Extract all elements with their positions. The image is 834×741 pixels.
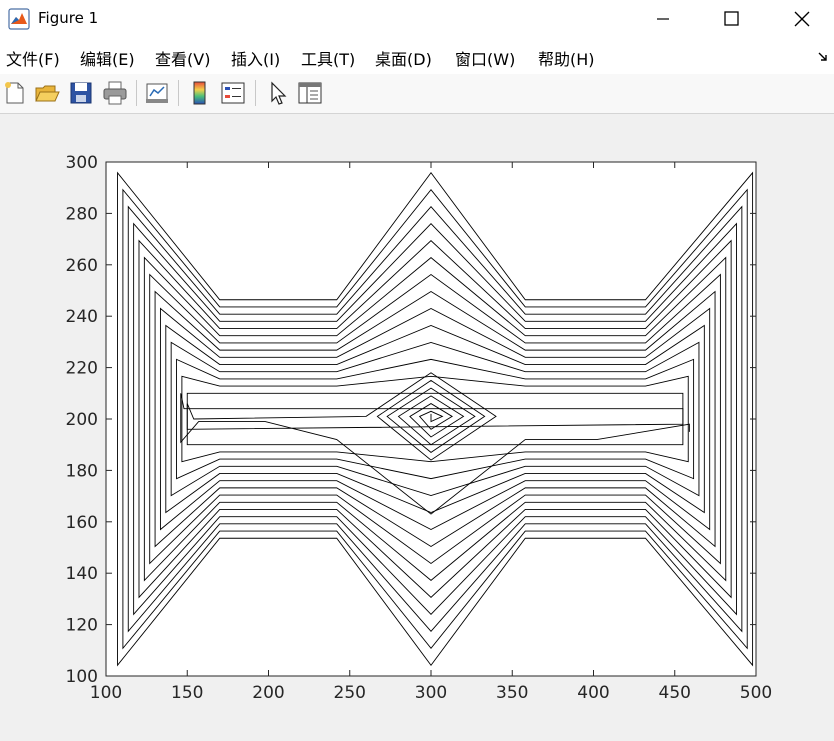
colorbar-icon[interactable]	[186, 79, 214, 107]
ring-line	[165, 324, 705, 514]
y-tick-label: 200	[66, 410, 98, 430]
window-title: Figure 1	[38, 9, 99, 27]
y-tick-label: 120	[66, 616, 98, 636]
ring-line	[127, 205, 743, 633]
y-tick-label: 260	[66, 256, 98, 276]
ring-line	[176, 358, 695, 480]
x-tick-label: 500	[740, 683, 772, 703]
toolbar-separator	[136, 80, 137, 106]
ring-line	[149, 273, 721, 565]
x-tick-label: 250	[334, 683, 366, 703]
toolbar	[0, 74, 834, 114]
toolbar-separator	[255, 80, 256, 106]
ring-line	[117, 171, 754, 667]
close-button[interactable]	[778, 0, 824, 38]
x-tick-label: 450	[659, 683, 691, 703]
menu-view[interactable]: 查看(V)	[155, 50, 211, 69]
series-line	[180, 372, 690, 515]
y-tick-label: 240	[66, 307, 98, 327]
y-tick-label: 100	[66, 667, 98, 687]
y-tick-label: 140	[66, 564, 98, 584]
ring-line	[138, 239, 732, 599]
ring-line	[159, 307, 711, 531]
ring-line	[143, 256, 727, 582]
x-tick-label: 150	[171, 683, 203, 703]
y-tick-label: 300	[66, 153, 98, 173]
toolbar-separator	[178, 80, 179, 106]
menu-desktop[interactable]: 桌面(D)	[375, 50, 432, 69]
legend-icon[interactable]	[219, 79, 247, 107]
menu-window[interactable]: 窗口(W)	[455, 50, 516, 69]
line-plot: 100 150 200 250 300 350 400 450 500 100 120 140 160 1…	[66, 153, 773, 703]
x-tick-label: 100	[90, 683, 122, 703]
menu-dock-arrow-icon[interactable]	[816, 50, 830, 64]
ring-line	[122, 188, 748, 650]
menu-tools[interactable]: 工具(T)	[301, 50, 356, 69]
menu-insert[interactable]: 插入(I)	[231, 50, 281, 69]
ring-line	[186, 392, 684, 446]
ring-line	[170, 341, 700, 497]
y-tick-label: 180	[66, 461, 98, 481]
menu-help[interactable]: 帮助(H)	[538, 50, 595, 69]
property-editor-icon[interactable]	[296, 79, 324, 107]
menu-edit[interactable]: 编辑(E)	[80, 50, 135, 69]
x-tick-label: 300	[415, 683, 447, 703]
link-plot-icon[interactable]	[143, 79, 171, 107]
y-tick-label: 220	[66, 359, 98, 379]
title-bar: Figure 1	[0, 0, 834, 38]
open-file-icon[interactable]	[33, 79, 61, 107]
x-tick-label: 200	[252, 683, 284, 703]
select-arrow-icon[interactable]	[264, 79, 292, 107]
maximize-button[interactable]	[708, 0, 754, 38]
ring-line	[154, 290, 716, 548]
matlab-logo-icon	[8, 8, 30, 30]
menu-bar: 文件(F) 编辑(E) 查看(V) 插入(I) 工具(T) 桌面(D) 窗口(W…	[0, 38, 834, 74]
save-icon[interactable]	[67, 79, 95, 107]
ring-line	[181, 375, 689, 463]
print-icon[interactable]	[101, 79, 129, 107]
figure-canvas: 100 150 200 250 300 350 400 450 500 100 120 140 160 1…	[0, 114, 834, 741]
new-figure-icon[interactable]	[1, 79, 29, 107]
minimize-button[interactable]	[640, 0, 686, 38]
x-tick-label: 400	[577, 683, 609, 703]
menu-file[interactable]: 文件(F)	[6, 50, 60, 69]
x-tick-label: 350	[496, 683, 528, 703]
y-tick-label: 280	[66, 204, 98, 224]
y-tick-label: 160	[66, 513, 98, 533]
ring-line	[133, 222, 737, 616]
